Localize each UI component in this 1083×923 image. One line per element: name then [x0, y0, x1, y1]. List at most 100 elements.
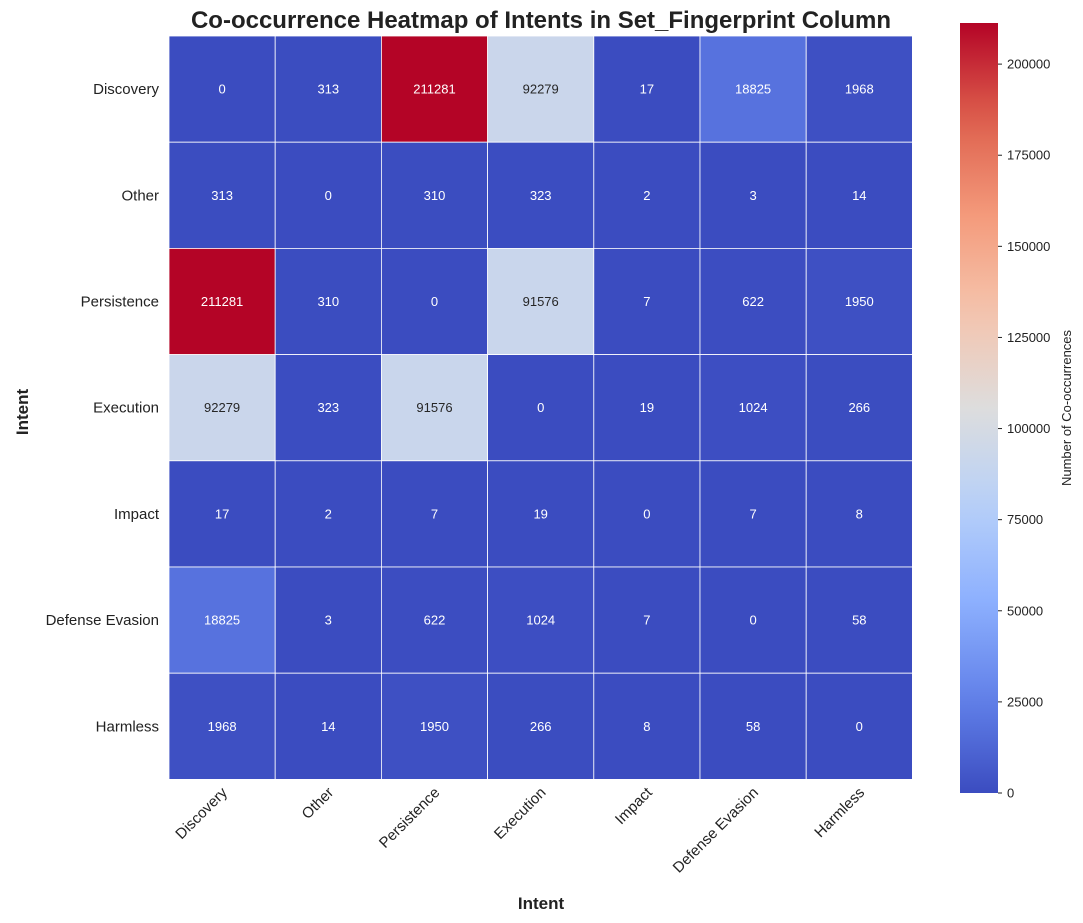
cell-value-label: 1968 — [208, 719, 237, 734]
cell-value-label: 58 — [746, 719, 760, 734]
heatmap-cell — [593, 672, 701, 780]
y-tick-labels: Discovery Other Persistence Execution Impact… — [46, 81, 160, 735]
cell-value-label: 8 — [856, 506, 863, 521]
heatmap-cell — [805, 672, 913, 780]
x-tick-label: Impact — [612, 784, 656, 828]
colorbar-tick-label: 125000 — [1007, 330, 1050, 345]
heatmap-cell — [487, 354, 595, 462]
colorbar-tick-label: 150000 — [1007, 239, 1050, 254]
cell-value-label: 622 — [424, 613, 446, 628]
heatmap-cell — [274, 566, 382, 674]
heatmap-cell — [593, 247, 701, 355]
y-tick-label: Harmless — [96, 718, 159, 735]
heatmap-cell — [699, 141, 807, 249]
colorbar-tick-label: 50000 — [1007, 603, 1043, 618]
y-tick-label: Discovery — [93, 81, 159, 98]
cell-value-label: 18825 — [735, 82, 771, 97]
colorbar-label: Number of Co-occurrences — [1059, 329, 1074, 486]
heatmap-cell — [380, 35, 488, 143]
heatmap-cell — [274, 247, 382, 355]
heatmap-cell — [168, 460, 276, 568]
heatmap-cell — [487, 35, 595, 143]
heatmap-cell — [699, 354, 807, 462]
heatmap-cell — [380, 566, 488, 674]
cell-value-label: 1024 — [739, 400, 768, 415]
cell-value-label: 313 — [317, 82, 339, 97]
cell-value-label: 310 — [317, 294, 339, 309]
heatmap-cell — [805, 141, 913, 249]
heatmap-cell — [699, 35, 807, 143]
cell-value-label: 0 — [749, 613, 756, 628]
colorbar-tick-label: 75000 — [1007, 512, 1043, 527]
chart-title: Co-occurrence Heatmap of Intents in Set_… — [191, 7, 891, 34]
cell-value-label: 323 — [530, 188, 552, 203]
heatmap-cell — [380, 460, 488, 568]
cell-value-label: 17 — [215, 506, 229, 521]
heatmap-cell — [487, 247, 595, 355]
cell-value-label: 622 — [742, 294, 764, 309]
heatmap-cell — [380, 247, 488, 355]
cell-value-label: 0 — [325, 188, 332, 203]
cell-value-label: 14 — [321, 719, 335, 734]
heatmap-cell — [168, 354, 276, 462]
heatmap-cell — [168, 566, 276, 674]
heatmap-cell — [487, 566, 595, 674]
heatmap-cell — [168, 35, 276, 143]
colorbar-tick-label: 0 — [1007, 786, 1014, 801]
cell-value-label: 18825 — [204, 613, 240, 628]
colorbar-tick-label: 175000 — [1007, 148, 1050, 163]
cell-value-label: 0 — [537, 400, 544, 415]
heatmap-cell — [805, 460, 913, 568]
cell-value-label: 0 — [431, 294, 438, 309]
heatmap-cell — [593, 141, 701, 249]
heatmap-cell — [380, 672, 488, 780]
x-axis-label: Intent — [518, 894, 565, 913]
heatmap-cell — [168, 141, 276, 249]
heatmap-cell — [168, 672, 276, 780]
heatmap-cell — [487, 672, 595, 780]
x-tick-label: Other — [299, 784, 338, 823]
heatmap-cell — [805, 566, 913, 674]
heatmap-cell — [593, 566, 701, 674]
cell-value-label: 266 — [848, 400, 870, 415]
heatmap-cell — [805, 247, 913, 355]
heatmap-cell — [168, 247, 276, 355]
heatmap-cell — [805, 354, 913, 462]
cell-value-label: 58 — [852, 613, 866, 628]
cell-value-label: 1950 — [420, 719, 449, 734]
cell-value-label: 0 — [218, 82, 225, 97]
cell-value-label: 3 — [325, 613, 332, 628]
cell-value-label: 19 — [640, 400, 654, 415]
cell-value-label: 1024 — [526, 613, 555, 628]
x-tick-label: Harmless — [811, 784, 868, 841]
heatmap-cell — [380, 141, 488, 249]
colorbar: 0 25000 50000 75000 100000 125000 150000 175000… — [960, 23, 1074, 801]
heatmap-cell — [593, 35, 701, 143]
x-tick-label: Persistence — [376, 784, 443, 851]
cell-value-label: 0 — [856, 719, 863, 734]
cell-value-label: 19 — [533, 506, 547, 521]
y-tick-label: Defense Evasion — [46, 612, 159, 629]
x-tick-label: Defense Evasion — [670, 784, 762, 876]
cell-value-label: 92279 — [204, 400, 240, 415]
cell-value-label: 8 — [643, 719, 650, 734]
cell-value-label: 211281 — [413, 82, 455, 97]
cell-value-label: 91576 — [523, 294, 559, 309]
cell-value-label: 2 — [325, 506, 332, 521]
cell-value-label: 14 — [852, 188, 866, 203]
colorbar-tick-label: 100000 — [1007, 421, 1050, 436]
cell-value-label: 1950 — [845, 294, 874, 309]
y-tick-label: Persistence — [81, 294, 159, 311]
cell-value-label: 0 — [643, 506, 650, 521]
y-axis-label: Intent — [13, 389, 32, 436]
heatmap-cell — [699, 672, 807, 780]
cell-value-label: 3 — [749, 188, 756, 203]
cell-value-label: 211281 — [201, 294, 243, 309]
colorbar-gradient — [960, 23, 998, 793]
x-tick-label: Discovery — [172, 784, 231, 843]
heatmap-cell — [274, 354, 382, 462]
cell-value-label: 266 — [530, 719, 552, 734]
cell-value-label: 310 — [424, 188, 446, 203]
